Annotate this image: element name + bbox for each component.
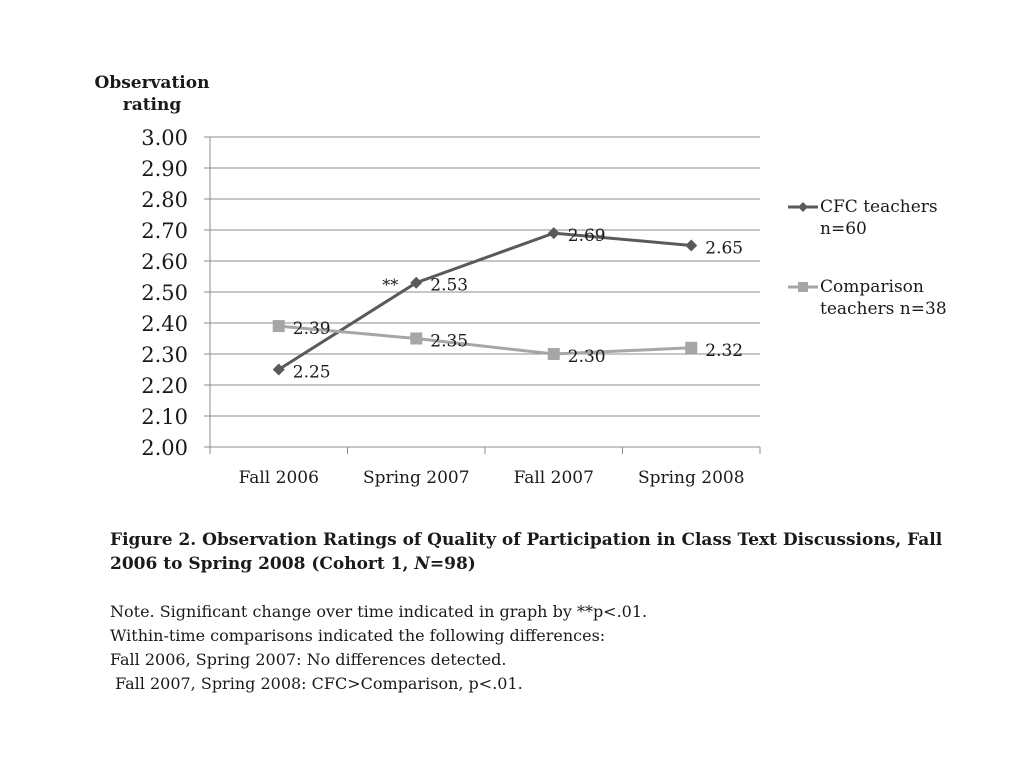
annotation-0: ** [382,276,398,295]
series-0-data-label-1: 2.53 [430,276,468,296]
series-line-1 [278,324,692,356]
y-tick-label-8: 2.20 [141,374,188,398]
series-1-point-3 [685,341,698,354]
series-1-point-2 [547,348,560,360]
y-tick-label-3: 2.70 [141,219,188,243]
y-axis-title-line-1: Observation [94,73,210,93]
figure-notes: Note. Significant change over time indic… [110,600,990,696]
y-tick-label-1: 2.90 [141,157,188,181]
y-tick-label-5: 2.50 [141,281,188,305]
series-1-data-label-1: 2.35 [430,332,468,352]
series-1-data-label-0: 2.39 [293,319,331,339]
legend-label-comparison-line-2: teachers n=38 [820,299,947,319]
y-tick-label-0: 3.00 [141,126,188,150]
note-line-3: Fall 2006, Spring 2007: No differences d… [110,650,507,669]
note-line-4: Fall 2007, Spring 2008: CFC>Comparison, … [110,674,523,693]
y-tick-label-9: 2.10 [141,405,188,429]
y-tick-label-10: 2.00 [141,436,188,460]
caption-text-after: =98) [429,554,476,574]
legend-item-cfc: CFC teachers n=60 [788,196,947,240]
caption-n-italic: N [414,554,430,574]
y-tick-label-7: 2.30 [141,343,188,367]
series-1-point-0 [272,320,285,333]
y-axis-title: Observation rating [86,72,218,116]
caption-text-before: Figure 2. Observation Ratings of Quality… [110,530,943,574]
series-0-point-1 [410,276,423,289]
series-0-point-2 [547,227,560,240]
series-1-point-1 [410,332,423,345]
series-0-data-label-0: 2.25 [293,363,331,383]
series-line-0 [277,231,692,371]
line-chart: 3.00 2.90 2.80 2.70 2.60 2.50 2.40 2.30 2.20 2.10… [141,126,761,488]
x-tick-label-2: Fall 2007 [514,468,594,488]
note-line-1: Note. Significant change over time indic… [110,602,648,621]
x-tick-label-1: Spring 2007 [363,468,470,488]
legend-label-comparison-line-1: Comparison [820,277,924,297]
figure-caption: Figure 2. Observation Ratings of Quality… [110,528,990,576]
series-1-data-label-2: 2.30 [568,347,606,367]
y-tick-label-4: 2.60 [141,250,188,274]
y-axis-title-line-2: rating [122,95,182,115]
legend-swatch-cfc [788,202,818,212]
x-tick-label-3: Spring 2008 [638,468,745,488]
legend-swatch-comparison [788,282,818,292]
y-tick-label-6: 2.40 [141,312,188,336]
series-1-data-label-3: 2.32 [705,341,743,361]
legend-label-cfc-line-2: n=60 [820,219,867,239]
legend-item-comparison: Comparison teachers n=38 [788,276,947,320]
series-0-point-3 [685,239,698,252]
legend: CFC teachers n=60 Comparison teachers n=… [788,196,947,356]
series-0-data-label-2: 2.69 [568,226,606,246]
series-0-point-0 [272,363,285,376]
y-tick-label-2: 2.80 [141,188,188,212]
legend-label-cfc-line-1: CFC teachers [820,197,938,217]
note-line-2: Within-time comparisons indicated the fo… [110,626,606,645]
x-tick-label-0: Fall 2006 [239,468,319,488]
series-0-data-label-3: 2.65 [705,239,743,259]
